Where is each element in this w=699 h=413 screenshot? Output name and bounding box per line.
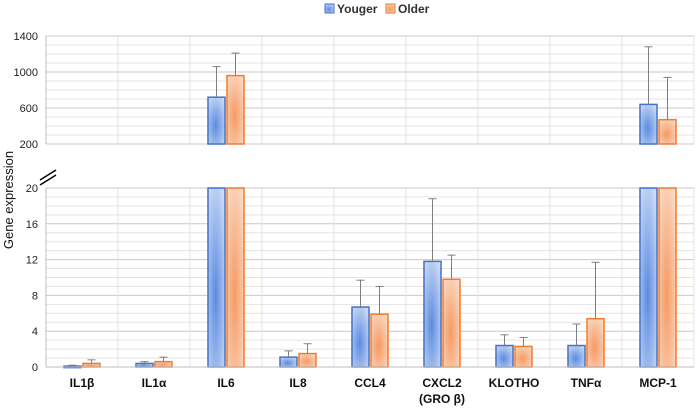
bar-older <box>154 360 173 368</box>
bar-older <box>514 345 533 368</box>
category-label: IL1β <box>70 376 95 390</box>
legend-label-older: Older <box>398 2 430 16</box>
legend-label-youger: Youger <box>337 2 378 16</box>
y-tick-label: 1000 <box>14 67 38 79</box>
bar-youger-lower <box>207 187 226 368</box>
bar-older <box>82 362 101 368</box>
category-label: CCL4 <box>354 376 386 390</box>
y-axis-label: Gene expression <box>1 151 16 249</box>
y-tick-label: 600 <box>20 103 38 115</box>
y-tick-label: 200 <box>20 139 38 151</box>
axis-break-mark <box>39 174 57 186</box>
x-axis-categories: IL1β IL1α IL6 IL8 CCL4 CXCL2 (GRO β) KLOTHO TNFα… <box>70 376 677 406</box>
y-tick-label: 12 <box>26 255 38 267</box>
legend: Youger Older <box>324 2 430 16</box>
bar-youger <box>495 344 514 368</box>
bar-older <box>586 317 605 368</box>
bar-youger <box>351 306 370 368</box>
y-axis-ticks: 1400 1000 600 200 20 16 12 8 4 0 <box>14 31 38 374</box>
gridlines <box>45 35 695 368</box>
legend-swatch-youger <box>324 3 335 14</box>
bar-youger-lower <box>639 187 658 368</box>
category-label: (GRO β) <box>419 392 465 406</box>
y-tick-label: 4 <box>32 326 38 338</box>
y-tick-label: 1400 <box>14 31 38 43</box>
bar-older-upper <box>226 74 245 145</box>
category-label: IL8 <box>289 376 307 390</box>
bar-youger <box>423 260 442 368</box>
legend-swatch-older <box>385 3 396 14</box>
bars <box>63 74 677 369</box>
category-label: KLOTHO <box>489 376 540 390</box>
y-tick-label: 16 <box>26 219 38 231</box>
bar-youger <box>567 344 586 368</box>
bar-youger-upper <box>207 96 226 145</box>
category-label: TNFα <box>571 376 602 390</box>
bar-youger-upper <box>639 103 658 145</box>
bar-older-lower <box>658 187 677 368</box>
bar-older-lower <box>226 187 245 368</box>
bar-older <box>442 278 461 368</box>
y-tick-label: 0 <box>32 362 38 374</box>
bar-older <box>298 352 317 368</box>
y-tick-label: 8 <box>32 290 38 302</box>
error-bars <box>68 46 672 367</box>
category-label: IL6 <box>217 376 235 390</box>
category-label: IL1α <box>142 376 167 390</box>
bar-youger <box>135 362 154 368</box>
y-tick-label: 20 <box>26 183 38 195</box>
bar-older <box>370 313 389 368</box>
axes <box>39 36 694 368</box>
bar-older-upper <box>658 118 677 145</box>
bar-youger <box>279 356 298 368</box>
category-label: CXCL2 <box>422 376 462 390</box>
category-label: MCP-1 <box>639 376 677 390</box>
axis-break-mark <box>39 169 57 181</box>
